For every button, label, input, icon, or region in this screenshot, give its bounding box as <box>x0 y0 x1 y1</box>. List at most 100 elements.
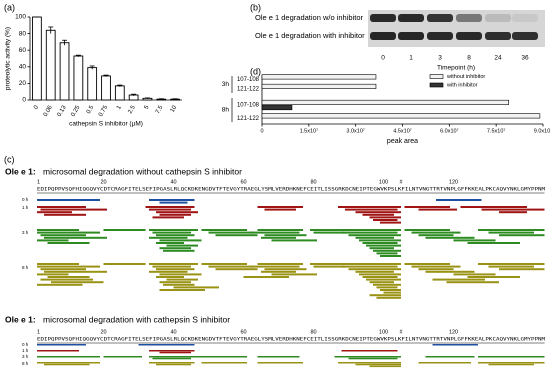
x-tick-label: 6.0x10⁷ <box>440 127 459 134</box>
gel-band <box>398 14 424 22</box>
peptide <box>478 263 545 265</box>
peptide <box>313 265 345 268</box>
gel-band <box>512 32 538 40</box>
lane-label: 8 <box>467 55 471 62</box>
panel-label: (d) <box>250 66 261 76</box>
peptide <box>369 216 401 219</box>
peptide <box>488 265 534 268</box>
peptide <box>418 268 454 271</box>
residue-number: 40 <box>170 179 176 185</box>
timepoint-label: 1 h <box>22 348 29 353</box>
peptide <box>499 211 527 214</box>
peptide <box>257 263 303 265</box>
peptide <box>380 289 401 291</box>
x-tick-label: 0.25 <box>70 104 81 118</box>
peptide <box>159 201 188 204</box>
category-label: 107-108 <box>237 103 260 109</box>
peptide <box>37 283 83 286</box>
peptide <box>156 211 198 214</box>
bar <box>87 67 98 101</box>
x-tick-label: 0 <box>33 104 40 110</box>
x-axis-title: cathepsin S inhibitor (µM) <box>69 121 143 128</box>
timepoint-label: 3 h <box>22 230 29 235</box>
residue-number: 100 <box>379 179 388 185</box>
peptide <box>149 229 198 231</box>
gel-band <box>427 32 453 40</box>
error-bar <box>172 98 178 100</box>
peptide <box>40 268 86 271</box>
peptide <box>149 270 188 273</box>
bar <box>261 105 293 111</box>
legend-label: without inhibitor <box>446 74 485 80</box>
peptide <box>152 231 191 234</box>
error-bar <box>75 54 81 57</box>
bar <box>261 99 509 105</box>
panel-label: (c) <box>4 154 15 164</box>
peptide <box>44 270 107 273</box>
peptide <box>37 273 69 276</box>
legend-swatch <box>429 74 444 79</box>
gel-band <box>370 14 396 22</box>
peptide <box>418 208 457 211</box>
peptide <box>348 268 401 271</box>
category-label: 121-122 <box>237 116 260 122</box>
peptide <box>40 278 93 281</box>
peptide <box>478 356 545 358</box>
category-label: 107-108 <box>237 77 260 83</box>
y-axis-title: proteolytic activity (%) <box>5 27 12 90</box>
peptide <box>359 239 401 242</box>
x-tick-label: 0 <box>260 128 263 134</box>
peptide <box>37 350 79 352</box>
peptide <box>166 278 198 281</box>
map-protein: Ole e 1: <box>5 314 36 324</box>
peptide <box>334 356 401 358</box>
peptide <box>201 263 247 265</box>
residue-number: 100 <box>379 329 388 335</box>
peptide <box>411 265 461 268</box>
peptide <box>37 263 79 265</box>
bar <box>114 85 125 101</box>
peptide <box>103 229 146 231</box>
peptide <box>208 265 254 268</box>
error-bar <box>117 84 123 87</box>
peptide <box>362 276 398 278</box>
peptide <box>478 229 545 231</box>
gel-band <box>485 32 511 40</box>
y-tick-label: 40 <box>19 64 27 71</box>
peptide <box>432 278 485 281</box>
peptide <box>355 236 394 239</box>
peptide <box>348 357 398 360</box>
x-tick-label: 5 <box>144 104 151 110</box>
peptide <box>362 213 394 216</box>
group-label: 3h <box>222 81 230 88</box>
peptide <box>355 211 401 214</box>
bar <box>73 55 84 101</box>
gel-band <box>456 14 482 22</box>
error-bar <box>89 65 95 70</box>
timepoint-label: 0 h <box>22 197 29 202</box>
peptide <box>334 229 401 231</box>
peptide <box>271 239 317 242</box>
peptide <box>341 350 398 352</box>
peptide <box>149 350 195 352</box>
peptide <box>208 231 254 234</box>
x-tick-label: 1.5x10⁷ <box>300 127 319 134</box>
peptide <box>159 289 205 291</box>
peptide <box>156 276 184 278</box>
peptide <box>149 199 195 201</box>
peptide <box>149 356 198 358</box>
peptide <box>348 234 401 237</box>
peptide <box>411 231 461 234</box>
peptide <box>40 208 107 211</box>
legend-label: with inhibitor <box>446 82 478 88</box>
peptide <box>37 211 72 214</box>
group-label: 8h <box>222 107 230 114</box>
peptide <box>250 231 300 234</box>
sequence: EDIPQPPVSQFHIQGQVYCDTCRAGFITELSEFIPGASLR… <box>37 187 545 193</box>
peptide <box>173 286 219 289</box>
peptide <box>257 206 303 208</box>
peptide <box>261 270 296 273</box>
peptide <box>163 249 195 252</box>
peptide <box>149 362 195 364</box>
